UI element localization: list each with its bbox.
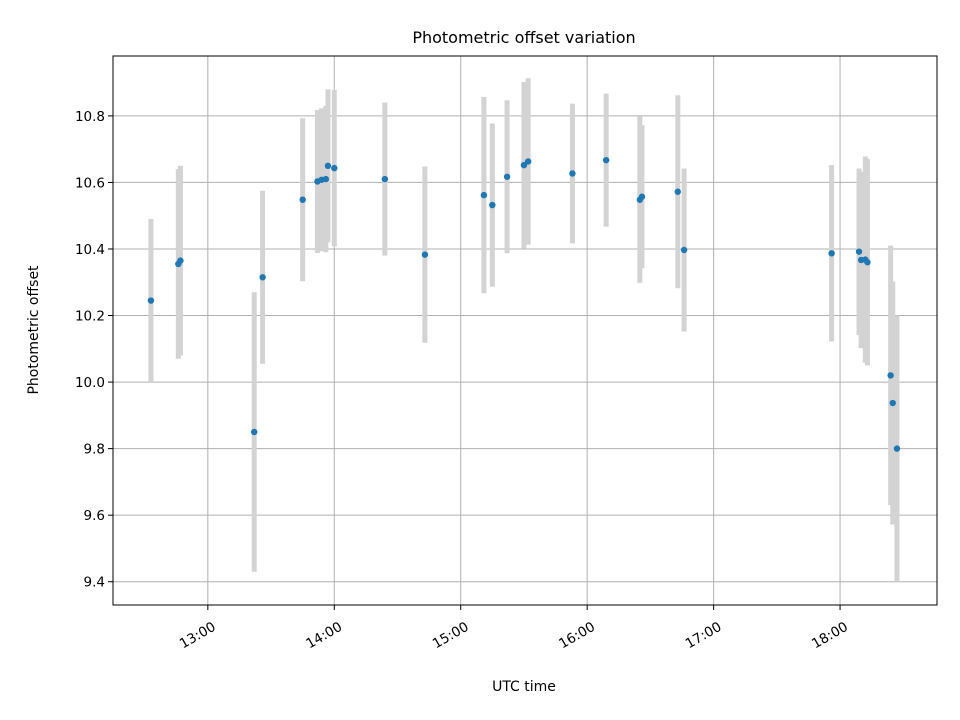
data-point bbox=[259, 274, 266, 281]
data-point bbox=[177, 257, 184, 264]
data-point bbox=[503, 173, 511, 180]
data-point bbox=[887, 372, 894, 379]
data-point bbox=[250, 428, 258, 436]
y-tick-label: 9.6 bbox=[84, 508, 105, 524]
data-point bbox=[855, 248, 863, 255]
y-tick-label: 10.6 bbox=[75, 175, 105, 191]
y-tick-label: 9.8 bbox=[84, 442, 105, 458]
data-point bbox=[893, 445, 901, 452]
data-point bbox=[889, 399, 896, 407]
data-points bbox=[147, 156, 901, 452]
data-point bbox=[480, 191, 488, 199]
y-axis-label: Photometric offset bbox=[26, 265, 42, 395]
y-tick-label: 10.2 bbox=[75, 309, 105, 325]
data-point bbox=[524, 158, 532, 165]
data-point bbox=[828, 250, 835, 257]
data-point bbox=[602, 156, 610, 164]
data-point bbox=[674, 188, 681, 195]
data-point bbox=[680, 246, 688, 254]
y-tick-label: 10.8 bbox=[75, 109, 105, 125]
data-point bbox=[421, 251, 429, 258]
data-point bbox=[489, 201, 496, 209]
y-tick-label: 9.4 bbox=[84, 575, 105, 591]
data-point bbox=[324, 162, 332, 169]
data-point bbox=[299, 196, 306, 203]
data-point bbox=[569, 170, 576, 177]
data-point bbox=[864, 259, 871, 266]
data-point bbox=[147, 297, 155, 304]
y-axis-ticks: 9.4 9.6 9.8 10.0 10.2 10.4 10.6 10.8 bbox=[75, 109, 113, 591]
data-point bbox=[331, 164, 338, 172]
data-point bbox=[520, 161, 528, 169]
data-point bbox=[381, 175, 389, 183]
data-point bbox=[638, 193, 646, 200]
chart-title: Photometric offset variation bbox=[412, 28, 635, 47]
data-point bbox=[322, 175, 330, 183]
y-tick-label: 10.4 bbox=[75, 242, 105, 258]
plot-frame bbox=[112, 55, 938, 606]
x-axis-label: UTC time bbox=[492, 679, 556, 695]
y-tick-label: 10.0 bbox=[75, 375, 105, 391]
